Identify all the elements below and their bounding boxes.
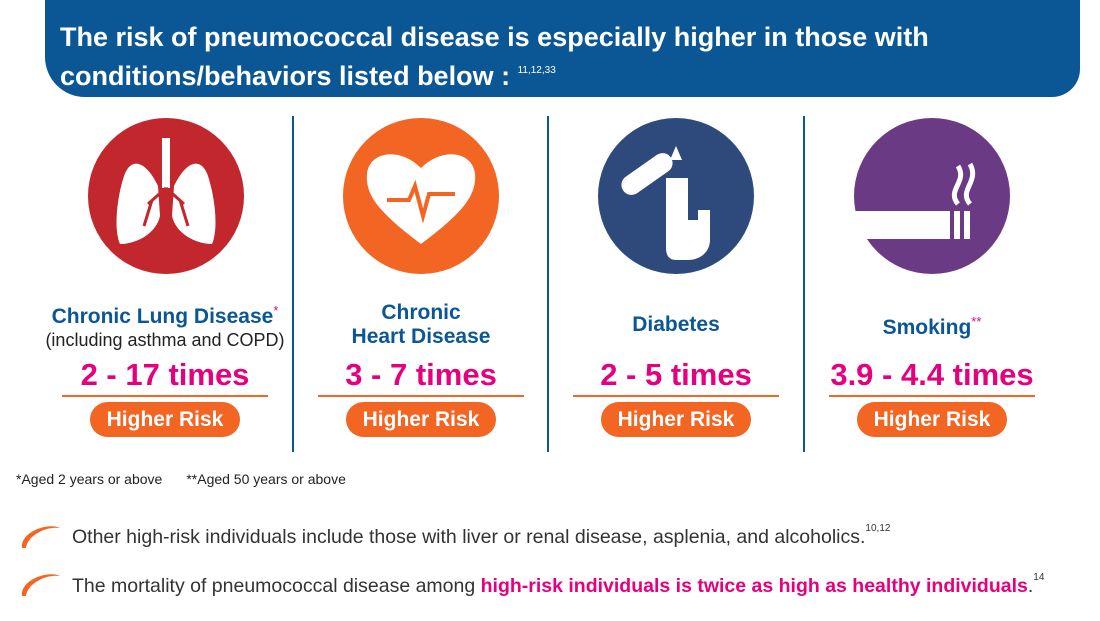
lung-icon: [88, 118, 244, 274]
card-name-text: Diabetes: [632, 313, 720, 336]
card-name: Chronic Heart Disease: [293, 296, 549, 354]
card-risk: 3.9 - 4.4 times: [830, 357, 1034, 392]
bullet: Other high-risk individuals include thos…: [72, 523, 890, 549]
card-underline: [573, 395, 779, 397]
bullet-ref: 10,12: [865, 523, 891, 534]
card-name-line: Chronic Lung Disease*: [52, 299, 279, 329]
divider: [803, 116, 805, 452]
card-underline: [829, 395, 1035, 397]
card-badge: Higher Risk: [90, 402, 240, 437]
card-name-mark: **: [971, 314, 982, 329]
card-name-line: Diabetes: [632, 313, 720, 337]
bullet-text: Other high-risk individuals include thos…: [72, 526, 866, 548]
title-line: conditions/behaviors listed below : 11,1…: [60, 54, 1070, 93]
bullet-text: .: [1027, 575, 1034, 597]
card-name-line: Smoking**: [883, 310, 982, 340]
footnote: **Aged 50 years or above: [186, 471, 346, 487]
title-ref: 11,12,33: [517, 65, 556, 76]
smoking-icon: [852, 118, 1010, 274]
footnotes: *Aged 2 years or above **Aged 50 years or…: [16, 471, 370, 487]
divider: [292, 116, 294, 452]
card-risk: 3 - 7 times: [345, 357, 497, 392]
card-badge: Higher Risk: [601, 402, 751, 437]
card-name-line: Chronic: [381, 301, 460, 325]
card-name: Diabetes: [548, 296, 804, 354]
card-underline: [318, 395, 524, 397]
bullet-ref: 14: [1033, 572, 1045, 583]
card-name-line: Heart Disease: [352, 325, 491, 349]
footnote: *Aged 2 years or above: [16, 471, 163, 487]
card-badge: Higher Risk: [857, 402, 1007, 437]
bullet-highlight: high-risk individuals is twice as high a…: [480, 575, 1028, 597]
card-name-text: Chronic: [381, 301, 461, 324]
card-subtitle: (including asthma and COPD): [45, 330, 285, 350]
header-banner: [45, 0, 1080, 97]
card-underline: [62, 395, 268, 397]
card-name-mark: *: [273, 303, 279, 318]
card-risk: 2 - 17 times: [80, 357, 250, 392]
bullet-icon: [21, 574, 60, 596]
heart-icon: [343, 118, 499, 274]
bullet-text: The mortality of pneumococcal disease am…: [72, 575, 481, 597]
title-line: The risk of pneumococcal disease is espe…: [60, 22, 929, 52]
title-text: conditions/behaviors listed below :: [60, 61, 511, 91]
card-name-text: Chronic Lung Disease: [51, 305, 274, 328]
divider: [547, 116, 549, 452]
card-name-text: Smoking: [882, 316, 972, 339]
bullet-icon: [21, 526, 60, 548]
bullet: The mortality of pneumococcal disease am…: [72, 572, 1044, 598]
card-name: Chronic Lung Disease* (including asthma a…: [37, 296, 293, 354]
card-name: Smoking**: [804, 296, 1060, 354]
card-badge: Higher Risk: [346, 402, 496, 437]
header-title: The risk of pneumococcal disease is espe…: [60, 20, 1070, 93]
card-risk: 2 - 5 times: [600, 357, 752, 392]
diabetes-icon: [598, 118, 754, 274]
card-name-text: Heart Disease: [351, 325, 491, 348]
